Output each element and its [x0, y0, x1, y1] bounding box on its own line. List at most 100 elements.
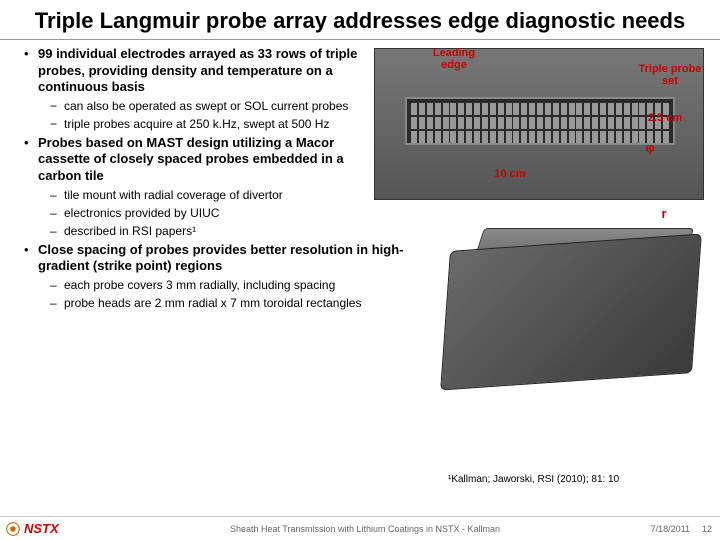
probe-cell: [632, 117, 638, 129]
bullet-marker: •: [24, 135, 38, 184]
bullet-text: probe heads are 2 mm radial x 7 mm toroi…: [64, 296, 364, 311]
probe-cell: [576, 117, 582, 129]
cad-body-face: [440, 234, 702, 391]
probe-cell: [569, 117, 575, 129]
probe-cell: [411, 103, 417, 115]
bullet-level-2: –each probe covers 3 mm radially, includ…: [50, 278, 364, 293]
bullet-marker: –: [50, 224, 64, 239]
probe-cell: [498, 103, 504, 115]
probe-cell: [592, 117, 598, 129]
probe-cell: [545, 117, 551, 129]
probe-cell: [490, 131, 496, 143]
probe-cell: [592, 103, 598, 115]
probe-cell: [616, 117, 622, 129]
probe-cell: [506, 117, 512, 129]
probe-cell: [561, 117, 567, 129]
probe-cell: [561, 103, 567, 115]
probe-cell: [427, 117, 433, 129]
probe-cell: [616, 131, 622, 143]
reference-citation: ¹Kallman; Jaworski, RSI (2010); 81: 10: [448, 474, 619, 485]
bullet-text: each probe covers 3 mm radially, includi…: [64, 278, 364, 293]
bullet-marker: −: [50, 117, 64, 132]
footer-logo: NSTX: [0, 521, 120, 536]
title-container: Triple Langmuir probe array addresses ed…: [0, 0, 720, 40]
content-area: •99 individual electrodes arrayed as 33 …: [0, 40, 720, 488]
probe-cell: [450, 103, 456, 115]
probe-cell: [584, 103, 590, 115]
probe-cell: [506, 103, 512, 115]
bullet-text: Probes based on MAST design utilizing a …: [38, 135, 364, 184]
footer-page-number: 12: [690, 524, 720, 534]
probe-cell: [576, 131, 582, 143]
probe-cell: [537, 117, 543, 129]
probe-cell: [513, 131, 519, 143]
probe-cell: [529, 131, 535, 143]
label-r: r: [658, 206, 670, 221]
probe-cell: [561, 131, 567, 143]
footer-date: 7/18/2011: [610, 524, 690, 534]
label-leading-edge: Leading edge: [424, 48, 484, 71]
probe-cell: [458, 117, 464, 129]
probe-cell: [584, 131, 590, 143]
probe-cell: [466, 117, 472, 129]
probe-cell: [482, 131, 488, 143]
probe-cell: [632, 103, 638, 115]
bullet-list: •99 individual electrodes arrayed as 33 …: [24, 46, 364, 314]
probe-cell: [474, 131, 480, 143]
probe-cell: [521, 131, 527, 143]
bullet-text: tile mount with radial coverage of diver…: [64, 188, 364, 203]
probe-cell: [537, 131, 543, 143]
probe-cell: [411, 117, 417, 129]
slide: Triple Langmuir probe array addresses ed…: [0, 0, 720, 540]
probe-cell: [466, 131, 472, 143]
footer-center-text: Sheath Heat Transmission with Lithium Co…: [120, 524, 610, 534]
probe-cell: [474, 117, 480, 129]
bullet-marker: –: [50, 296, 64, 311]
probe-cell: [513, 117, 519, 129]
bullet-marker: −: [50, 99, 64, 114]
probe-cell: [427, 131, 433, 143]
bullet-text: can also be operated as swept or SOL cur…: [64, 99, 364, 114]
label-10cm: 10 cm: [488, 168, 532, 180]
probe-cell: [576, 103, 582, 115]
probe-cell: [450, 117, 456, 129]
probe-cell: [600, 131, 606, 143]
footer-logo-text: NSTX: [24, 521, 59, 536]
bullet-level-2: −can also be operated as swept or SOL cu…: [50, 99, 364, 114]
probe-cell: [498, 117, 504, 129]
probe-cell: [624, 131, 630, 143]
probe-cell: [490, 103, 496, 115]
bullet-level-1: •Close spacing of probes provides better…: [24, 242, 424, 275]
bullet-marker: •: [24, 242, 38, 275]
probe-cell: [443, 117, 449, 129]
probe-cell: [545, 131, 551, 143]
probe-cell: [458, 131, 464, 143]
probe-cell: [443, 103, 449, 115]
bullet-text: electronics provided by UIUC: [64, 206, 364, 221]
probe-cell: [624, 117, 630, 129]
probe-row: [411, 131, 669, 143]
probe-cell: [545, 103, 551, 115]
probe-cell: [458, 103, 464, 115]
probe-cell: [435, 131, 441, 143]
bullet-level-2: –tile mount with radial coverage of dive…: [50, 188, 364, 203]
slide-title: Triple Langmuir probe array addresses ed…: [20, 8, 700, 33]
probe-cell: [584, 117, 590, 129]
probe-cell: [600, 117, 606, 129]
probe-cell: [537, 103, 543, 115]
probe-cell: [474, 103, 480, 115]
probe-cell: [513, 103, 519, 115]
bullet-text: 99 individual electrodes arrayed as 33 r…: [38, 46, 364, 95]
bullet-level-2: –electronics provided by UIUC: [50, 206, 364, 221]
slide-footer: NSTX Sheath Heat Transmission with Lithi…: [0, 516, 720, 540]
probe-cell: [529, 103, 535, 115]
probe-cell: [419, 131, 425, 143]
probe-cell: [624, 103, 630, 115]
probe-cell: [608, 131, 614, 143]
probe-cell: [529, 117, 535, 129]
probe-cell: [419, 117, 425, 129]
bullet-marker: •: [24, 46, 38, 95]
probe-cell: [482, 117, 488, 129]
bullet-level-1: •99 individual electrodes arrayed as 33 …: [24, 46, 364, 95]
nstx-icon: [6, 522, 20, 536]
